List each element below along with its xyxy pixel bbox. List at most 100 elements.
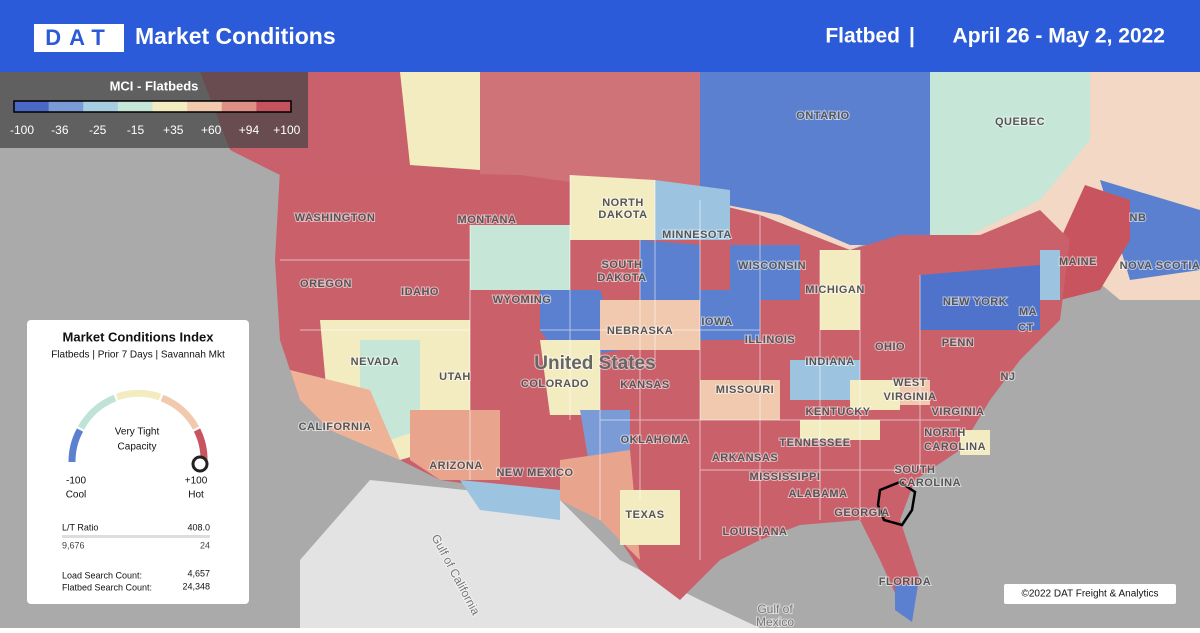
legend-swatch xyxy=(256,101,292,112)
gauge-max-label: Hot xyxy=(188,490,204,501)
region xyxy=(460,480,560,520)
flatbed-search-label: Flatbed Search Count: xyxy=(62,582,152,592)
legend-tick: +100 xyxy=(273,123,300,137)
map-label: NOVA SCOTIA xyxy=(1120,260,1200,272)
panel-title: Market Conditions Index xyxy=(63,329,215,344)
map-label: CT xyxy=(1018,322,1034,334)
region xyxy=(570,175,655,240)
map-label: MONTANA xyxy=(458,214,517,226)
map-label: KENTUCKY xyxy=(805,406,870,418)
map-label: NORTH xyxy=(924,427,966,439)
legend-tick: -25 xyxy=(89,123,107,137)
map-label: NEBRASKA xyxy=(607,325,673,337)
borders xyxy=(280,175,960,560)
map-label: WYOMING xyxy=(493,294,552,306)
map-label: NEW MEXICO xyxy=(496,467,573,479)
legend-tick: -100 xyxy=(10,123,34,137)
region xyxy=(470,225,570,290)
map-label: ILLINOIS xyxy=(745,334,795,346)
map-label: CAROLINA xyxy=(899,477,961,489)
region xyxy=(700,290,760,340)
legend-tick: +60 xyxy=(201,123,222,137)
region xyxy=(790,360,860,400)
region xyxy=(410,410,500,480)
map-label: UTAH xyxy=(439,371,471,383)
region xyxy=(920,265,1040,330)
ratio-bar xyxy=(62,535,210,538)
region xyxy=(960,430,990,455)
copyright-box xyxy=(1004,584,1176,604)
gauge xyxy=(68,389,208,463)
gauge-label: Very Tight xyxy=(115,427,160,438)
map-label: WEST xyxy=(893,377,927,389)
map-label: ARKANSAS xyxy=(712,452,778,464)
copyright: ©2022 DAT Freight & Analytics xyxy=(1021,589,1158,600)
trucks: 24 xyxy=(200,540,210,550)
map-label: MA xyxy=(1019,306,1037,318)
region xyxy=(850,380,900,410)
map-label: NORTH xyxy=(602,197,644,209)
load-search-label: Load Search Count: xyxy=(62,570,142,580)
map-label: FLORIDA xyxy=(879,576,931,588)
map-label: MICHIGAN xyxy=(805,284,865,296)
region xyxy=(900,380,930,405)
legend-title: MCI - Flatbeds xyxy=(110,78,199,93)
gauge-min-label: Cool xyxy=(66,490,87,501)
map-label: NJ xyxy=(1000,371,1015,383)
map-label: TEXAS xyxy=(625,509,664,521)
map-label: KANSAS xyxy=(620,379,669,391)
region xyxy=(1040,250,1060,300)
region xyxy=(1060,185,1130,300)
savannah-market xyxy=(876,480,917,527)
ratio-label: L/T Ratio xyxy=(62,522,98,532)
map-label: MISSISSIPPI xyxy=(750,471,821,483)
region xyxy=(820,250,860,330)
map-label: MAINE xyxy=(1059,256,1097,268)
region xyxy=(640,240,700,300)
legend: MCI - Flatbeds -100 -36 -25 -15 +35 +60 +94 +10… xyxy=(0,72,308,148)
legend-tick: -15 xyxy=(127,123,145,137)
region xyxy=(895,585,918,622)
region xyxy=(400,72,480,170)
map-label: Gulf of xyxy=(757,602,793,616)
panel-subtitle: Flatbeds | Prior 7 Days | Savannah Mkt xyxy=(51,350,225,361)
region xyxy=(620,490,680,545)
map-label: LOUISIANA xyxy=(723,526,788,538)
map-label: ALABAMA xyxy=(788,488,847,500)
legend-tick: +35 xyxy=(163,123,184,137)
map-label: OHIO xyxy=(875,341,905,353)
legend-swatch xyxy=(221,101,257,112)
legend-tick: +94 xyxy=(239,123,260,137)
gauge-segment xyxy=(115,389,162,401)
map-label: ONTARIO xyxy=(796,110,849,122)
index-panel: Market Conditions Index Flatbeds | Prior… xyxy=(27,320,249,604)
panel-box xyxy=(27,320,249,604)
legend-swatch xyxy=(187,101,223,112)
map-label: IOWA xyxy=(701,316,732,328)
gauge-segment xyxy=(68,428,84,463)
header: DAT Market Conditions Flatbed | April 26… xyxy=(0,0,1200,72)
legend-swatch xyxy=(152,101,188,112)
map-label: CAROLINA xyxy=(924,441,986,453)
legend-tick: -36 xyxy=(51,123,69,137)
legend-frame xyxy=(13,100,292,113)
map xyxy=(0,72,1200,628)
map-label: ARIZONA xyxy=(429,460,483,472)
map-label: OKLAHOMA xyxy=(621,434,690,446)
dates: April 26 - May 2, 2022 xyxy=(953,25,1165,48)
map-label: CALIFORNIA xyxy=(299,421,372,433)
map-label: NEW YORK xyxy=(943,296,1007,308)
map-label: WASHINGTON xyxy=(295,212,376,224)
header-title: Market Conditions xyxy=(135,23,336,49)
map-label: NEVADA xyxy=(351,356,400,368)
logo-box xyxy=(34,24,124,52)
load-search: 4,657 xyxy=(187,568,210,578)
map-label: OREGON xyxy=(300,278,352,290)
map-label: TENNESSEE xyxy=(779,437,850,449)
map-label: COLORADO xyxy=(521,378,589,390)
region xyxy=(700,72,930,245)
map-label: DAKOTA xyxy=(597,272,646,284)
map-label: United States xyxy=(534,353,655,374)
legend-swatch xyxy=(83,101,119,112)
